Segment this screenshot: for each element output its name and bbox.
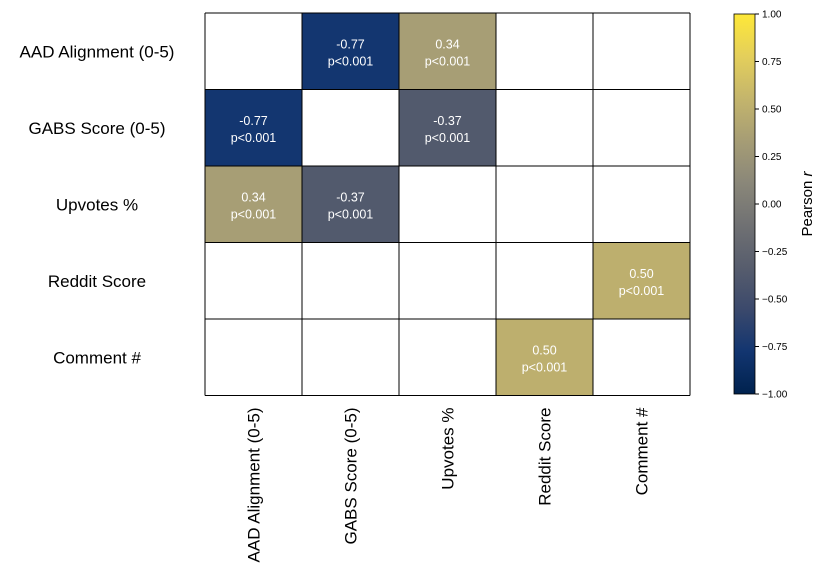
cell-value-label: -0.77 [336,37,365,51]
heatmap-cell [205,166,302,243]
row-label: Comment # [53,348,141,367]
column-label: Upvotes % [439,408,458,490]
heatmap-cell [302,13,399,90]
colorbar-tick-label: −0.75 [762,342,788,353]
heatmap-cell [399,13,496,90]
heatmap-cell [496,319,593,396]
colorbar-tick-label: −0.50 [762,295,788,306]
column-label: AAD Alignment (0-5) [245,408,264,563]
cell-pvalue-label: p<0.001 [328,54,374,68]
cell-value-label: 0.34 [435,37,459,51]
cell-annotations: -0.77 p<0.001 0.34 p<0.001 -0.77 p<0.001 -0.37… [231,37,665,374]
cell-value-label: -0.37 [433,114,462,128]
colorbar-gradient [733,13,756,395]
heatmap-cell [205,89,302,166]
cell-value-label: 0.50 [629,267,653,281]
colorbar-tick-label: 0.75 [762,57,782,68]
heatmap-cell [302,166,399,243]
colorbar: 1.00 0.75 0.50 0.25 0.00 −0.25 −0.50 −0.75 −1.00 [733,10,788,401]
colorbar-tick-label: 0.25 [762,152,782,163]
row-label: GABS Score (0-5) [29,119,166,138]
colorbar-label: Pearson r [799,170,816,236]
colorbar-tick-label: −0.25 [762,247,788,258]
row-labels: AAD Alignment (0-5) GABS Score (0-5) Upvot… [20,42,175,367]
cell-value-label: 0.50 [532,343,556,357]
colorbar-tick-label: 0.00 [762,200,782,211]
cell-pvalue-label: p<0.001 [231,207,277,221]
column-label: Reddit Score [536,408,555,506]
heatmap-cell [399,89,496,166]
heatmap-grid [204,12,691,396]
cell-pvalue-label: p<0.001 [522,360,568,374]
colorbar-tick-label: −1.00 [762,390,788,401]
cell-pvalue-label: p<0.001 [425,131,471,145]
cell-value-label: -0.77 [239,114,268,128]
cell-pvalue-label: p<0.001 [328,207,374,221]
column-label: GABS Score (0-5) [342,408,361,545]
column-label: Comment # [633,407,652,495]
cell-value-label: -0.37 [336,190,365,204]
row-label: AAD Alignment (0-5) [20,42,175,61]
cell-value-label: 0.34 [241,190,265,204]
row-label: Upvotes % [56,195,138,214]
column-labels: AAD Alignment (0-5) GABS Score (0-5) Upvot… [245,407,652,562]
row-label: Reddit Score [48,272,146,291]
heatmap-cells [205,13,690,396]
heatmap-cell [593,242,690,319]
cell-pvalue-label: p<0.001 [619,284,665,298]
colorbar-tick-label: 1.00 [762,10,782,21]
cell-pvalue-label: p<0.001 [425,54,471,68]
colorbar-tick-label: 0.50 [762,105,782,116]
cell-pvalue-label: p<0.001 [231,131,277,145]
